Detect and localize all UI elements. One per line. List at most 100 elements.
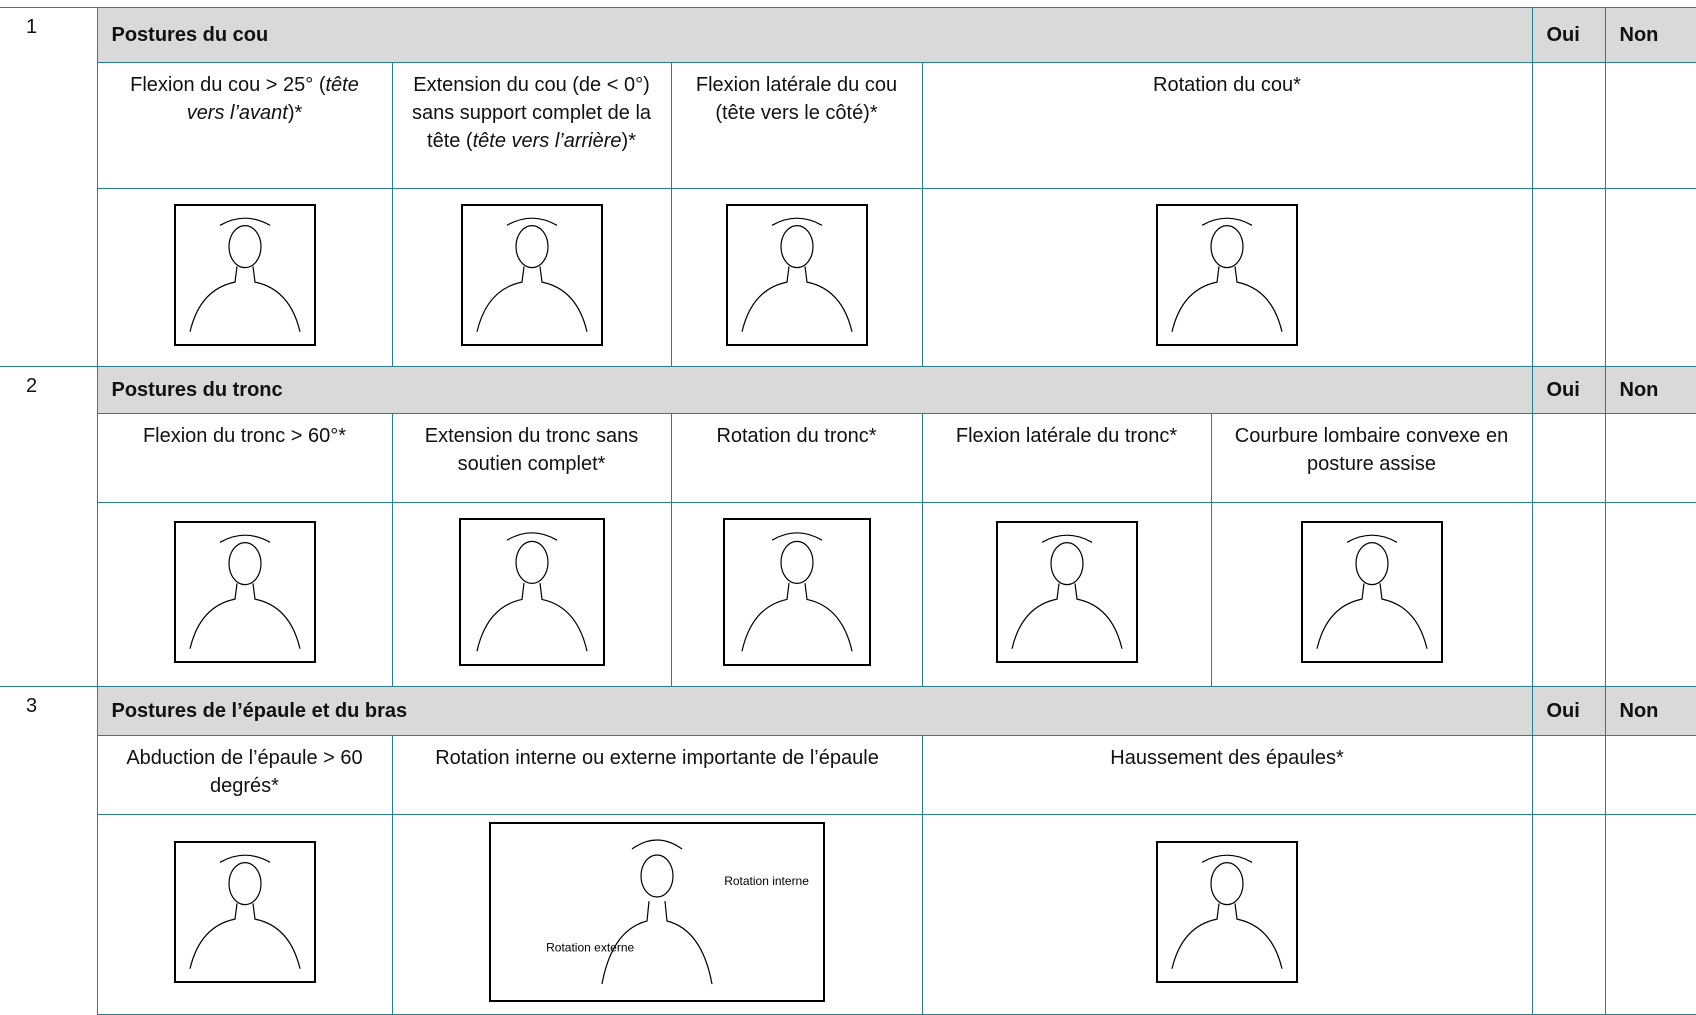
yes-cell [1531, 735, 1606, 815]
item-label: Extension du tronc sans soutien complet* [391, 413, 672, 503]
item-image [921, 502, 1212, 687]
label-text: Flexion du tronc > 60°* [142, 425, 347, 447]
figure [188, 534, 301, 649]
no-cell [1604, 413, 1696, 503]
body-outline [475, 265, 588, 332]
head [1049, 541, 1084, 585]
head [227, 861, 262, 905]
no-cell [1604, 502, 1696, 687]
yes-header: Oui [1531, 366, 1606, 414]
yes-header: Oui [1531, 7, 1606, 63]
yes-cell [1531, 502, 1606, 687]
label-text: Courbure lombaire convexe en posture ass… [1234, 425, 1509, 475]
label-text: tête vers l’avant [186, 74, 359, 124]
label-text: Flexion du cou > 25° ( [130, 74, 326, 96]
no-cell [1604, 62, 1696, 189]
picture-frame [173, 840, 316, 983]
figure [188, 217, 301, 332]
motion-arrow [1346, 534, 1397, 543]
picture-frame [173, 520, 316, 663]
item-image: Rotation interne Rotation externe [391, 814, 923, 1015]
posture-illustration [458, 517, 605, 666]
label-text: Extension du tronc sans soutien complet* [424, 425, 639, 475]
item-label: Rotation du tronc* [670, 413, 923, 503]
body-outline [188, 265, 301, 332]
section-number: 1 [0, 7, 98, 367]
label-text: Flexion latérale du cou (tête vers le cô… [695, 74, 898, 124]
item-label: Flexion latérale du tronc* [921, 413, 1212, 503]
item-image [921, 814, 1533, 1015]
posture-illustration [1300, 520, 1443, 663]
body-outline [1010, 582, 1123, 649]
body-outline [601, 900, 713, 984]
yes-cell [1531, 814, 1606, 1015]
head [227, 541, 262, 585]
motion-arrow [771, 217, 822, 226]
figure [1010, 534, 1123, 649]
item-image [670, 188, 923, 367]
figure [1315, 534, 1428, 649]
label-text: )* [621, 130, 636, 152]
posture-illustration: Rotation interne Rotation externe [489, 821, 825, 1002]
item-label: Extension du cou (de < 0°) sans support … [391, 62, 672, 189]
figure [740, 217, 853, 332]
image-label: Rotation interne [724, 874, 809, 888]
head [514, 224, 549, 268]
motion-arrow [219, 854, 270, 863]
posture-illustration [173, 203, 316, 346]
picture-frame [1300, 520, 1443, 663]
figure [1171, 217, 1283, 332]
label-text: Haussement des épaules* [1110, 747, 1344, 769]
item-image [391, 502, 672, 687]
posture-illustration [995, 520, 1138, 663]
no-header: Non [1604, 686, 1696, 736]
posture-illustration [722, 517, 871, 666]
yes-cell [1531, 413, 1606, 503]
section-title: Postures du cou [96, 7, 1533, 63]
label-text: Rotation interne ou externe importante d… [435, 747, 879, 769]
posture-table: 1 Postures du cou Oui Non Flexion du cou > 2… [0, 7, 1696, 1015]
body-outline [188, 582, 301, 649]
label-row: Flexion du cou > 25° (tête vers l’avant)… [0, 62, 1696, 189]
item-label: Rotation du cou* [921, 62, 1533, 189]
motion-arrow [219, 217, 270, 226]
item-image [921, 188, 1533, 367]
head [227, 224, 262, 268]
section-header-row: 1 Postures du cou Oui Non [0, 7, 1696, 367]
label-text: Rotation du tronc* [716, 425, 877, 447]
label-text: )* [287, 102, 303, 124]
figure [188, 854, 301, 969]
item-label: Haussement des épaules* [921, 735, 1533, 815]
label-row: Flexion du tronc > 60°* Extension du tron… [0, 413, 1696, 503]
no-header: Non [1604, 7, 1696, 63]
yes-cell [1531, 62, 1606, 189]
body-outline [740, 265, 853, 332]
yes-header: Oui [1531, 686, 1606, 736]
body-outline [188, 902, 301, 969]
body-outline [1315, 582, 1428, 649]
picture-frame [995, 520, 1138, 663]
head [640, 853, 674, 898]
item-image [96, 814, 393, 1015]
motion-arrow [771, 531, 822, 541]
picture-frame [1156, 203, 1298, 346]
motion-arrow [631, 838, 683, 849]
body-outline [1171, 902, 1283, 969]
motion-arrow [1201, 854, 1253, 863]
section-number: 3 [0, 686, 98, 1015]
section-number: 2 [0, 366, 98, 687]
picture-frame [458, 517, 605, 666]
no-cell [1604, 188, 1696, 367]
item-label: Flexion latérale du cou (tête vers le cô… [670, 62, 923, 189]
picture-frame [460, 203, 603, 346]
body-outline [1171, 265, 1283, 332]
no-header: Non [1604, 366, 1696, 414]
head [514, 540, 549, 584]
item-label: Rotation interne ou externe importante d… [391, 735, 923, 815]
no-cell [1604, 814, 1696, 1015]
picture-frame [722, 517, 871, 666]
label-row: Abduction de l’épaule > 60 degrés* Rotati… [0, 735, 1696, 815]
item-image [670, 502, 923, 687]
picture-frame [489, 821, 825, 1002]
